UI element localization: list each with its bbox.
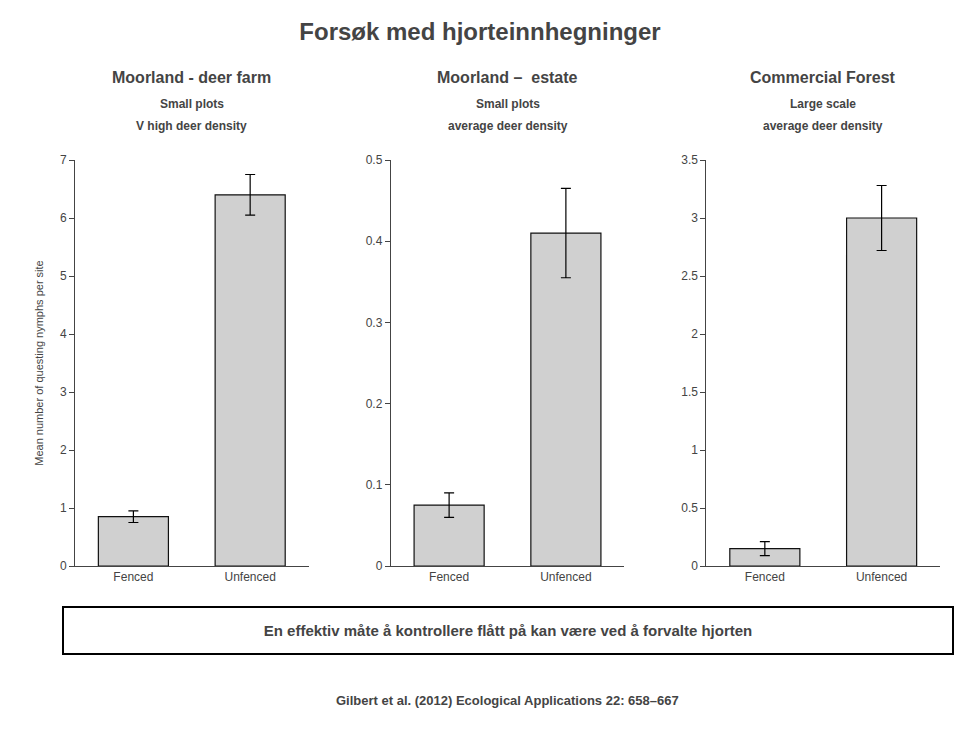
svg-text:Fenced: Fenced [113,570,153,584]
svg-text:Gilbert et al. (2012) Ecologic: Gilbert et al. (2012) Ecological Applica… [336,693,679,708]
svg-text:Moorland - deer farm: Moorland - deer farm [112,69,271,86]
svg-text:3: 3 [60,385,67,399]
svg-text:2: 2 [691,327,698,341]
svg-text:Unfenced: Unfenced [224,570,275,584]
svg-text:0.5: 0.5 [681,501,698,515]
svg-text:Mean number of questing nymphs: Mean number of questing nymphs per site [33,260,45,465]
svg-text:Fenced: Fenced [429,570,469,584]
svg-text:0.3: 0.3 [366,316,383,330]
svg-text:1.5: 1.5 [681,385,698,399]
svg-text:Unfenced: Unfenced [856,570,907,584]
svg-text:average deer density: average deer density [448,119,568,133]
svg-text:Commercial Forest: Commercial Forest [750,69,896,86]
svg-text:0.4: 0.4 [366,234,383,248]
svg-text:Fenced: Fenced [745,570,785,584]
svg-text:Moorland – estate: Moorland – estate [437,69,578,86]
svg-text:0.2: 0.2 [366,397,383,411]
svg-text:Large scale: Large scale [790,97,856,111]
svg-text:3.5: 3.5 [681,153,698,167]
svg-text:0.1: 0.1 [366,478,383,492]
svg-text:Small plots: Small plots [476,97,540,111]
svg-text:2: 2 [60,443,67,457]
svg-text:3: 3 [691,211,698,225]
svg-text:1: 1 [691,443,698,457]
svg-text:1: 1 [60,501,67,515]
svg-text:2.5: 2.5 [681,269,698,283]
svg-text:V high deer density: V high deer density [136,119,247,133]
svg-text:Unfenced: Unfenced [540,570,591,584]
svg-text:7: 7 [60,153,67,167]
svg-text:En effektiv måte å kontrollere: En effektiv måte å kontrollere flått på … [264,622,753,639]
svg-text:6: 6 [60,211,67,225]
svg-text:5: 5 [60,269,67,283]
svg-text:Forsøk med hjorteinnhegninger: Forsøk med hjorteinnhegninger [299,18,660,45]
svg-text:0: 0 [60,559,67,573]
svg-text:Small plots: Small plots [160,97,224,111]
svg-text:4: 4 [60,327,67,341]
svg-text:0: 0 [691,559,698,573]
svg-text:0: 0 [376,559,383,573]
svg-text:average deer density: average deer density [763,119,883,133]
svg-text:0.5: 0.5 [366,153,383,167]
